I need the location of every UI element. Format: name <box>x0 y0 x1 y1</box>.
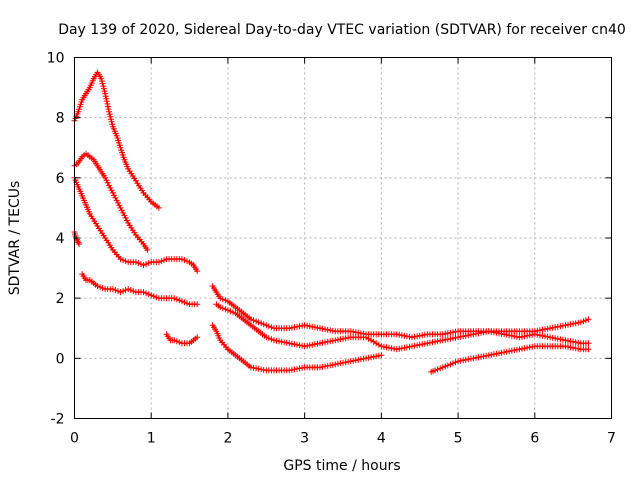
x-tick-label: 5 <box>454 431 463 447</box>
x-tick-label: 4 <box>377 431 386 447</box>
y-tick-label: -2 <box>51 412 65 428</box>
y-tick-label: 8 <box>56 111 65 127</box>
x-axis-label: GPS time / hours <box>283 458 400 474</box>
x-tick-label: 1 <box>147 431 156 447</box>
y-tick-label: 2 <box>56 291 65 307</box>
x-tick-label: 7 <box>607 431 616 447</box>
series-markers <box>213 301 592 353</box>
series-markers <box>428 343 592 375</box>
series-arc-10 <box>428 343 592 375</box>
x-tick-label: 2 <box>223 431 232 447</box>
x-tick-label: 6 <box>530 431 539 447</box>
series-arc-8 <box>213 301 592 353</box>
series-markers <box>79 271 201 308</box>
series-arc-6 <box>163 331 201 347</box>
chart-title: Day 139 of 2020, Sidereal Day-to-day VTE… <box>58 22 626 38</box>
y-tick-label: 0 <box>56 351 65 367</box>
series-markers <box>209 322 385 374</box>
axis-ticks: 0 1 2 3 4 5 6 7 -2 0 2 4 6 8 10 <box>47 51 616 447</box>
x-tick-label: 0 <box>70 431 79 447</box>
series-arc-5 <box>79 271 201 308</box>
y-tick-label: 4 <box>56 231 65 247</box>
grid <box>74 57 612 419</box>
series-markers <box>163 331 201 347</box>
x-tick-label: 3 <box>300 431 309 447</box>
y-tick-label: 6 <box>56 171 65 187</box>
y-axis-label: SDTVAR / TECUs <box>7 181 23 296</box>
series-arc-2 <box>71 150 151 253</box>
y-tick-label: 10 <box>47 51 65 67</box>
series-arc-9 <box>209 322 385 374</box>
